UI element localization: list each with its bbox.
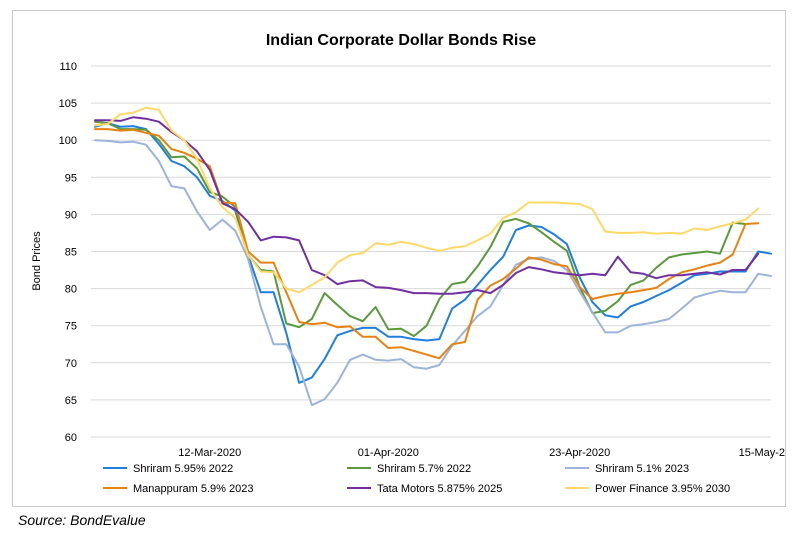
series-line-1 [94,120,747,338]
legend: Shriram 5.95% 2022 Shriram 5.7% 2022 Shrir… [103,463,730,495]
x-tick-label: 12-Mar-2020 [178,447,241,459]
chart-frame: Indian Corporate Dollar Bonds Rise 60 65 7… [12,10,786,507]
legend-label: Shriram 5.1% 2023 [595,463,689,475]
y-tick-label: 100 [59,135,77,147]
x-tick-label: 15-May-2020 [739,447,785,459]
series-line-5 [94,106,760,294]
legend-label: Tata Motors 5.875% 2025 [377,483,502,495]
y-tick-label: 85 [65,247,77,259]
y-tick-label: 75 [65,321,77,333]
chart-title: Indian Corporate Dollar Bonds Rise [266,32,536,49]
y-tick-label: 70 [65,358,77,370]
y-tick-label: 95 [65,172,77,184]
y-tick-label: 65 [65,395,77,407]
x-tick-label: 01-Apr-2020 [358,447,419,459]
y-tick-label: 110 [59,61,77,73]
legend-label: Shriram 5.95% 2022 [133,463,233,475]
y-tick-label: 105 [59,98,77,110]
series-line-2 [94,139,772,407]
series-lines [94,106,772,407]
x-axis-ticks: 12-Mar-2020 01-Apr-2020 23-Apr-2020 15-May-… [178,447,785,459]
series-line-4 [94,116,760,295]
y-tick-label: 60 [65,432,77,444]
series-line-0 [94,122,772,384]
source-note: Source: BondEvalue [18,512,146,528]
legend-label: Power Finance 3.95% 2030 [595,483,730,495]
y-axis-ticks: 60 65 70 75 80 85 90 95 100 105 110 [59,61,77,444]
line-chart: Indian Corporate Dollar Bonds Rise 60 65 7… [31,32,785,495]
legend-label: Manappuram 5.9% 2023 [133,483,253,495]
x-tick-label: 23-Apr-2020 [549,447,610,459]
y-axis-label: Bond Prices [31,231,43,291]
y-tick-label: 80 [65,284,77,296]
y-tick-label: 90 [65,209,77,221]
legend-label: Shriram 5.7% 2022 [377,463,471,475]
